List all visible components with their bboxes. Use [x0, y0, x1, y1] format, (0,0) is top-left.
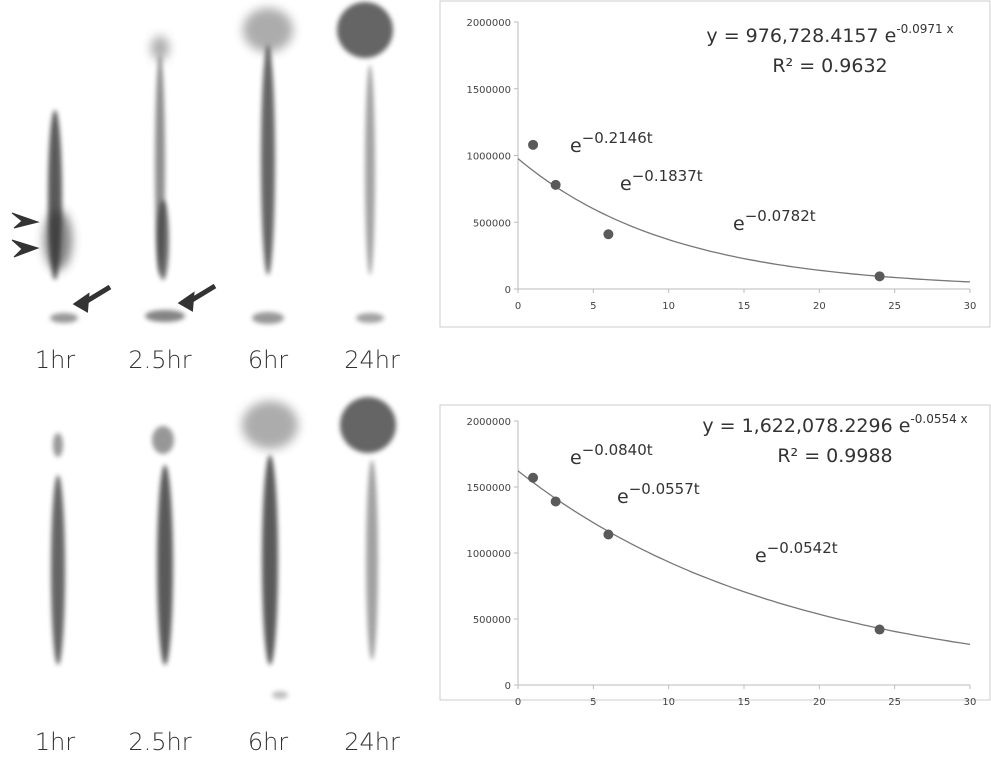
rate-annotation-base: e	[620, 173, 632, 195]
fit-equation-exponent: -0.0971 x	[896, 22, 953, 36]
data-point	[603, 229, 614, 240]
rate-annotation-exponent: −0.0782t	[745, 207, 816, 225]
rate-annotation-exponent: −0.2146t	[582, 129, 653, 147]
scan-images-bottom	[51, 397, 396, 699]
data-point	[528, 472, 539, 483]
y-tick-label: 1000000	[466, 549, 511, 560]
x-tick-label: 0	[515, 697, 521, 708]
rate-annotation: e−0.0557t	[617, 480, 700, 508]
time-label: 24hr	[344, 346, 400, 374]
fit-curve	[517, 158, 971, 283]
rate-annotation: e−0.0782t	[733, 207, 816, 235]
scan-images-top	[44, 2, 393, 324]
fit-curve	[517, 470, 971, 646]
rate-annotation-base: e	[733, 213, 745, 235]
y-tick-label: 1500000	[466, 85, 511, 96]
y-tick-label: 2000000	[466, 18, 511, 29]
data-point	[603, 529, 614, 540]
time-label: 6hr	[248, 728, 288, 756]
r-squared: R² = 0.9988	[777, 445, 892, 467]
x-tick-label: 20	[813, 697, 826, 708]
time-label: 6hr	[248, 346, 288, 374]
x-tick-label: 5	[590, 301, 596, 312]
data-point	[874, 624, 885, 635]
rate-annotation-exponent: −0.1837t	[632, 167, 703, 185]
fit-equation-exponent: -0.0554 x	[910, 412, 967, 426]
fit-equation-base: y = 1,622,078.2296 e	[702, 415, 910, 437]
chart-frame	[439, 0, 991, 328]
data-point	[874, 271, 885, 282]
y-tick-label: 500000	[473, 218, 511, 229]
rate-annotation-base: e	[570, 135, 582, 157]
y-tick-label: 1000000	[466, 152, 511, 163]
panel-labels: 1hr 2.5hr 6hr 24hr 1hr 2.5hr 6hr 24hr	[35, 346, 400, 756]
time-label: 1hr	[35, 346, 75, 374]
x-tick-label: 15	[738, 301, 751, 312]
data-point	[528, 139, 539, 150]
time-label: 24hr	[344, 728, 400, 756]
rate-annotation-base: e	[617, 486, 629, 508]
rate-annotation: e−0.2146t	[570, 129, 653, 157]
data-point	[550, 179, 561, 190]
rate-annotation-exponent: −0.0542t	[767, 539, 838, 557]
time-label: 2.5hr	[128, 346, 191, 374]
x-tick-label: 25	[888, 301, 901, 312]
x-tick-label: 10	[662, 697, 675, 708]
x-tick-label: 5	[590, 697, 596, 708]
y-tick-label: 1500000	[466, 483, 511, 494]
x-tick-label: 20	[813, 301, 826, 312]
fit-equation: y = 1,622,078.2296 e-0.0554 x	[702, 412, 967, 437]
x-tick-label: 0	[515, 301, 521, 312]
x-tick-label: 30	[964, 301, 977, 312]
chart-frame	[439, 404, 991, 701]
arrows	[11, 212, 217, 313]
fit-equation: y = 976,728.4157 e-0.0971 x	[706, 22, 953, 47]
rate-annotation: e−0.0840t	[570, 441, 653, 469]
y-tick-label: 0	[505, 681, 511, 692]
y-tick-label: 0	[505, 285, 511, 296]
time-label: 2.5hr	[128, 728, 191, 756]
r-squared: R² = 0.9632	[772, 55, 887, 77]
fit-equation-base: y = 976,728.4157 e	[706, 25, 896, 47]
rate-annotation: e−0.0542t	[755, 539, 838, 567]
x-tick-label: 15	[738, 697, 751, 708]
x-tick-label: 25	[888, 697, 901, 708]
rate-annotation-exponent: −0.0557t	[629, 480, 700, 498]
rate-annotation-base: e	[570, 447, 582, 469]
rate-annotation-exponent: −0.0840t	[582, 441, 653, 459]
data-point	[550, 496, 561, 507]
x-tick-label: 10	[662, 301, 675, 312]
rate-annotation: e−0.1837t	[620, 167, 703, 195]
rate-annotation-base: e	[755, 545, 767, 567]
y-tick-label: 500000	[473, 615, 511, 626]
y-tick-label: 2000000	[466, 417, 511, 428]
time-label: 1hr	[35, 728, 75, 756]
x-tick-label: 30	[964, 697, 977, 708]
